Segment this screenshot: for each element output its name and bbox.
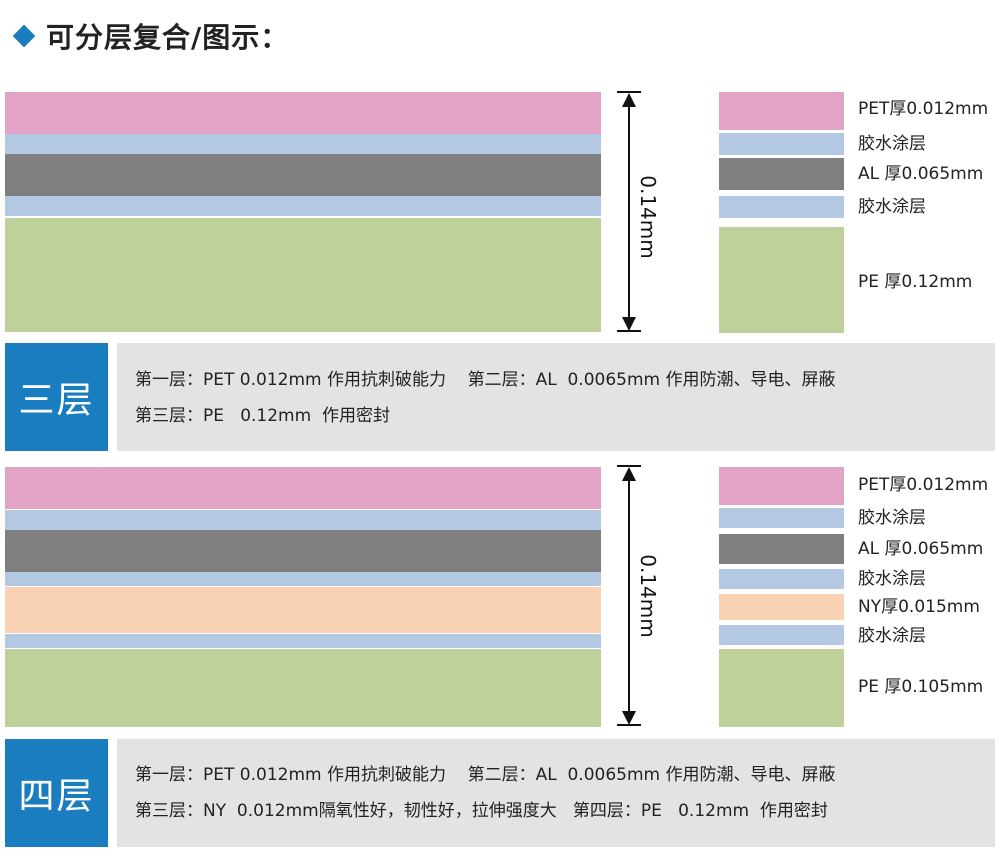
- legend-label-glue-1: 胶水涂层: [858, 508, 926, 528]
- heading-title: 可分层复合/图示：: [46, 21, 290, 54]
- legend-label-glue-2: 胶水涂层: [858, 569, 926, 589]
- legend-swatch-pet: [719, 467, 844, 505]
- band-glue-3: [5, 634, 601, 648]
- legend-swatch-glue-3: [719, 625, 844, 645]
- band-ny: [5, 587, 601, 633]
- section-heading: 可分层复合/图示：: [10, 16, 289, 56]
- arrow-down-icon: [622, 711, 636, 725]
- thickness-label: 0.14mm: [636, 175, 660, 259]
- legend-swatch-pet: [719, 92, 844, 130]
- legend-swatch-pe: [719, 227, 844, 333]
- dimension-tick-bottom: [617, 724, 641, 726]
- legend-swatch-ny: [719, 594, 844, 620]
- dimension-tick-top: [617, 465, 641, 467]
- diamond-bullet-icon: [12, 24, 36, 48]
- description-box: 第一层：PET 0.012mm 作用抗刺破能力 第二层：AL 0.0065mm …: [117, 343, 995, 451]
- legend-label-glue-2: 胶水涂层: [858, 197, 926, 217]
- band-glue-2: [5, 572, 601, 586]
- legend-label-pe: PE 厚0.105mm: [858, 677, 984, 697]
- legend-swatch-pe: [719, 649, 844, 727]
- arrow-up-icon: [622, 467, 636, 481]
- dimension-tick-top: [617, 91, 641, 93]
- legend-label-pe: PE 厚0.12mm: [858, 272, 973, 292]
- legend-label-pet: PET厚0.012mm: [858, 475, 989, 495]
- layer-count-badge: 三层: [5, 343, 108, 451]
- band-glue-2: [5, 196, 601, 216]
- arrow-down-icon: [622, 317, 636, 331]
- description-line-2: 第三层：NY 0.012mm隔氧性好，韧性好，拉伸强度大 第四层：PE 0.12…: [135, 801, 828, 821]
- legend-label-glue-3: 胶水涂层: [858, 626, 926, 646]
- legend-label-glue-1: 胶水涂层: [858, 134, 926, 154]
- legend-swatch-glue-1: [719, 133, 844, 155]
- legend-swatch-al: [719, 534, 844, 564]
- description-line-1: 第一层：PET 0.012mm 作用抗刺破能力 第二层：AL 0.0065mm …: [135, 370, 836, 390]
- band-pet: [5, 92, 601, 134]
- dimension-line: [628, 478, 630, 714]
- legend-label-pet: PET厚0.012mm: [858, 99, 989, 119]
- description-line-2: 第三层：PE 0.12mm 作用密封: [135, 406, 390, 426]
- legend-label-al: AL 厚0.065mm: [858, 164, 984, 184]
- thickness-label: 0.14mm: [636, 554, 660, 638]
- band-al: [5, 530, 601, 572]
- dimension-line: [628, 104, 630, 320]
- band-pe: [5, 218, 601, 332]
- band-pet: [5, 467, 601, 509]
- band-pe: [5, 649, 601, 727]
- legend-swatch-glue-1: [719, 508, 844, 528]
- legend-swatch-al: [719, 158, 844, 190]
- description-line-1: 第一层：PET 0.012mm 作用抗刺破能力 第二层：AL 0.0065mm …: [135, 765, 836, 785]
- legend-swatch-glue-2: [719, 196, 844, 218]
- legend-swatch-glue-2: [719, 569, 844, 589]
- band-al: [5, 154, 601, 196]
- description-box: 第一层：PET 0.012mm 作用抗刺破能力 第二层：AL 0.0065mm …: [117, 739, 995, 847]
- band-glue-1: [5, 510, 601, 530]
- band-glue-1: [5, 134, 601, 154]
- legend-label-ny: NY厚0.015mm: [858, 597, 980, 617]
- layer-count-badge: 四层: [5, 739, 108, 847]
- arrow-up-icon: [622, 93, 636, 107]
- dimension-tick-bottom: [617, 330, 641, 332]
- legend-label-al: AL 厚0.065mm: [858, 539, 984, 559]
